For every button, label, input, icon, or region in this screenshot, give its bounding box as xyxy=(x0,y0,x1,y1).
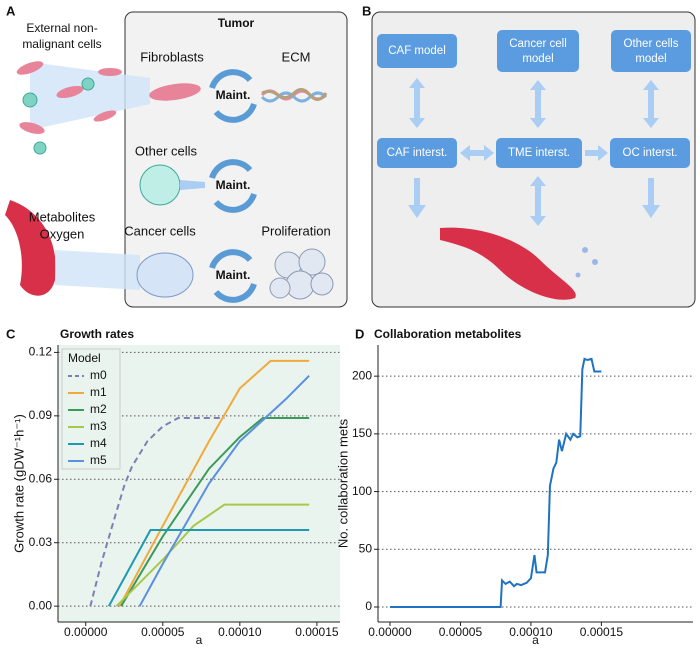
x-axis-label: a xyxy=(532,633,539,647)
legend-label: m5 xyxy=(90,453,107,467)
x-tick-label: 0.00000 xyxy=(368,625,412,639)
legend-label: m2 xyxy=(90,402,107,416)
series-line xyxy=(120,416,310,607)
vessel xyxy=(440,227,576,300)
x-tick-label: 0.00015 xyxy=(580,625,624,639)
y-tick-label: 0.06 xyxy=(29,471,53,485)
legend-label: m0 xyxy=(90,368,107,382)
chart-title: Collaboration metabolites xyxy=(374,327,522,341)
x-axis-label: a xyxy=(196,633,203,647)
beam xyxy=(55,250,140,290)
arrows xyxy=(408,78,660,226)
model-label: CAF model xyxy=(388,45,446,57)
panel-letter: C xyxy=(6,326,16,341)
beam xyxy=(180,180,205,190)
chart-title: Growth rates xyxy=(60,327,134,341)
fibroblast-cells xyxy=(16,61,201,134)
chart-layer: C Growth rates 0.00 0.03 0.06 0.09 0.12 0.00000… xyxy=(6,326,693,647)
y-tick-label: 50 xyxy=(359,541,373,555)
y-tick-label: 0.03 xyxy=(29,535,53,549)
y-axis-label: No. collaboration mets xyxy=(335,418,350,548)
model-label: Other cells xyxy=(624,38,679,50)
series-line xyxy=(115,503,310,607)
series-line xyxy=(138,374,310,607)
series-line xyxy=(118,359,310,607)
proliferating-cells xyxy=(269,248,334,300)
x-tick-label: 0.00010 xyxy=(218,625,262,639)
panel-letter: A xyxy=(6,3,16,18)
y-tick-label: 0.00 xyxy=(29,598,53,612)
interstitial-label: TME interst. xyxy=(508,147,570,159)
maint-label: Maint. xyxy=(216,178,251,192)
x-tick-label: 0.00010 xyxy=(509,625,553,639)
model-label: model xyxy=(522,53,553,65)
cancer-cell xyxy=(136,252,194,298)
y-axis-label: Growth rate (gDW⁻¹h⁻¹) xyxy=(11,414,26,553)
x-tick-label: 0.00005 xyxy=(141,625,185,639)
y-tick-label: 150 xyxy=(352,426,372,440)
y-tick-label: 0.09 xyxy=(29,408,53,422)
interstitial-label: OC interst. xyxy=(623,147,678,159)
other-cell-icons xyxy=(22,77,181,206)
external-label: malignant cells xyxy=(22,37,101,51)
metabolites-label: Metabolites xyxy=(29,209,96,224)
y-tick-label: 100 xyxy=(352,484,372,498)
panel-letter: B xyxy=(362,3,371,18)
maint-cycles xyxy=(209,69,257,303)
external-label: External non- xyxy=(26,21,97,35)
series-line xyxy=(89,416,225,607)
panel-letter: D xyxy=(355,326,364,341)
x-tick-label: 0.00005 xyxy=(439,625,483,639)
ecm-label: ECM xyxy=(282,49,311,64)
ecm-fibers xyxy=(260,88,328,103)
other-cells-label: Other cells xyxy=(135,143,198,158)
legend-label: m4 xyxy=(90,436,107,450)
x-tick-label: 0.00015 xyxy=(295,625,339,639)
x-tick-label: 0.00000 xyxy=(64,625,108,639)
proliferation-label: Proliferation xyxy=(261,223,330,238)
y-tick-label: 0.12 xyxy=(29,345,53,359)
beam xyxy=(30,62,150,130)
legend-title: Model xyxy=(68,351,101,365)
maint-label: Maint. xyxy=(216,268,251,282)
cancer-cells-label: Cancer cells xyxy=(124,223,196,238)
oxygen-label: Oxygen xyxy=(40,226,85,241)
vessel xyxy=(5,200,56,296)
model-boxes xyxy=(377,30,691,168)
model-label: model xyxy=(635,53,666,65)
fibroblasts-label: Fibroblasts xyxy=(140,49,204,64)
legend-label: m1 xyxy=(90,385,107,399)
interstitial-label: CAF interst. xyxy=(387,147,448,159)
y-tick-label: 0 xyxy=(365,599,372,613)
maint-label: Maint. xyxy=(216,88,251,102)
particles xyxy=(575,247,598,278)
tumor-title: Tumor xyxy=(218,16,255,30)
model-label: Cancer cell xyxy=(509,38,567,50)
legend-label: m3 xyxy=(90,419,107,433)
plot-area xyxy=(378,345,693,622)
y-tick-label: 200 xyxy=(352,368,372,382)
series-line xyxy=(389,357,602,608)
series-line xyxy=(107,529,310,607)
